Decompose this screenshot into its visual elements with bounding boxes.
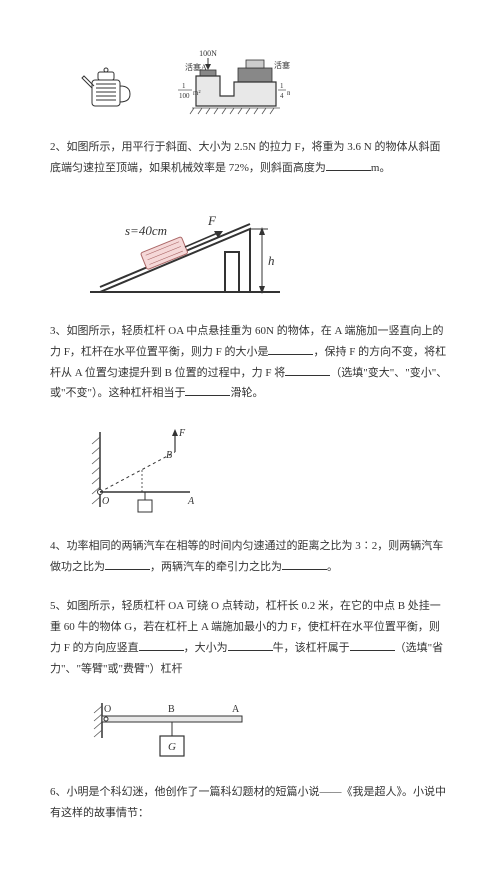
figure-1: 100N 活塞A 活塞B 1 bbox=[80, 48, 450, 123]
figure-3: O A B F bbox=[80, 422, 450, 522]
label-f: F bbox=[207, 213, 217, 228]
label-b: B bbox=[166, 450, 172, 461]
problem-3: 3、如图所示，轻质杠杆 OA 中点悬挂重为 60N 的物体，在 A 端施加一竖直… bbox=[50, 321, 450, 405]
blank bbox=[326, 158, 371, 171]
figure-2: F s=40cm h bbox=[80, 197, 450, 307]
problem-5-text3: 牛，该杠杆属于 bbox=[273, 642, 350, 654]
label-100n: 100N bbox=[199, 49, 217, 58]
blank bbox=[268, 342, 313, 355]
label-f3: F bbox=[178, 428, 186, 439]
problem-6-text1: 小明是个科幻迷，他创作了一篇科幻题材的短篇小说——《我是超人》。小说中有这样的故… bbox=[50, 786, 446, 819]
label-b5: B bbox=[168, 704, 175, 715]
problem-5-text2: ，大小为 bbox=[184, 642, 228, 654]
svg-text:1: 1 bbox=[182, 82, 186, 90]
problem-4-text2: ，两辆汽车的牵引力之比为 bbox=[150, 561, 282, 573]
blank bbox=[350, 638, 395, 651]
problem-2-num: 2、 bbox=[50, 141, 67, 153]
label-s: s=40cm bbox=[125, 223, 167, 238]
blank bbox=[282, 557, 327, 570]
figure-5: O B A G bbox=[80, 698, 450, 768]
problem-3-text4: 滑轮。 bbox=[230, 387, 263, 399]
problem-5-num: 5、 bbox=[50, 600, 67, 612]
problem-6: 6、小明是个科幻迷，他创作了一篇科幻题材的短篇小说——《我是超人》。小说中有这样… bbox=[50, 782, 450, 824]
label-o5: O bbox=[104, 704, 111, 715]
svg-text:1: 1 bbox=[280, 82, 284, 90]
label-a: A bbox=[187, 496, 195, 507]
svg-text:4: 4 bbox=[280, 92, 284, 100]
blank bbox=[185, 383, 230, 396]
unit-a: m² bbox=[193, 89, 201, 97]
blank bbox=[105, 557, 150, 570]
label-g: G bbox=[168, 741, 176, 753]
problem-2: 2、如图所示，用平行于斜面、大小为 2.5N 的拉力 F，将重为 3.6 N 的… bbox=[50, 137, 450, 179]
svg-text:100: 100 bbox=[179, 92, 190, 100]
problem-5: 5、如图所示，轻质杠杆 OA 可绕 O 点转动，杠杆长 0.2 米，在它的中点 … bbox=[50, 596, 450, 680]
problem-3-num: 3、 bbox=[50, 325, 67, 337]
problem-4-text3: 。 bbox=[327, 561, 338, 573]
blank bbox=[285, 363, 330, 376]
label-piston-a: 活塞A bbox=[185, 62, 207, 72]
blank bbox=[228, 638, 273, 651]
unit-b: m² bbox=[287, 89, 290, 97]
problem-6-num: 6、 bbox=[50, 786, 67, 798]
label-piston-b: 活塞B bbox=[274, 60, 290, 70]
problem-4-num: 4、 bbox=[50, 540, 67, 552]
problem-2-unit: m。 bbox=[371, 162, 391, 174]
problem-4: 4、功率相同的两辆汽车在相等的时间内匀速通过的距离之比为 3∶2，则两辆汽车做功… bbox=[50, 536, 450, 578]
label-a5: A bbox=[232, 704, 240, 715]
label-h: h bbox=[268, 253, 275, 268]
label-o: O bbox=[102, 496, 109, 507]
blank bbox=[139, 638, 184, 651]
